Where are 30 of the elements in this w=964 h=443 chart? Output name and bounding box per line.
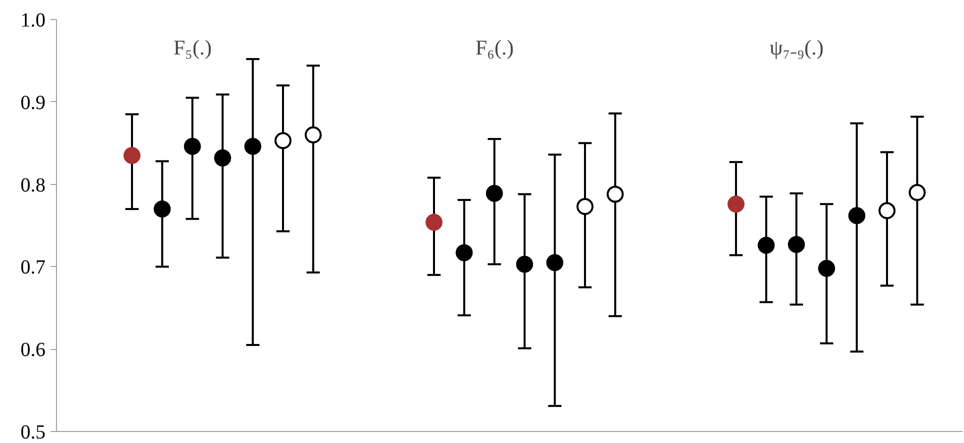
point (184, 138, 201, 155)
annotation: F₆(.) (475, 36, 514, 60)
y-tick-label: 1.0 (20, 10, 46, 32)
point (606, 186, 624, 203)
point (908, 184, 926, 202)
point (728, 196, 744, 213)
point (426, 214, 442, 231)
point (274, 132, 292, 150)
point (214, 149, 232, 166)
point (154, 200, 171, 218)
point (758, 236, 775, 254)
point (486, 184, 503, 202)
annotation: ψ₇₋₉(.) (770, 36, 824, 60)
point (516, 256, 534, 273)
y-tick-label: 0.9 (20, 92, 46, 114)
y-tick-label: 0.6 (20, 339, 46, 362)
point (244, 138, 262, 155)
point (546, 254, 564, 272)
point (304, 126, 322, 144)
point (878, 202, 896, 220)
y-tick-label: 0.8 (20, 174, 46, 196)
y-tick-label: 0.5 (20, 422, 46, 443)
point (124, 146, 140, 164)
point (818, 260, 836, 277)
annotation: F₅(.) (173, 36, 212, 60)
point (576, 198, 594, 216)
y-tick-label: 0.7 (20, 256, 46, 279)
point (788, 236, 805, 253)
point (456, 244, 473, 262)
point (848, 207, 866, 224)
